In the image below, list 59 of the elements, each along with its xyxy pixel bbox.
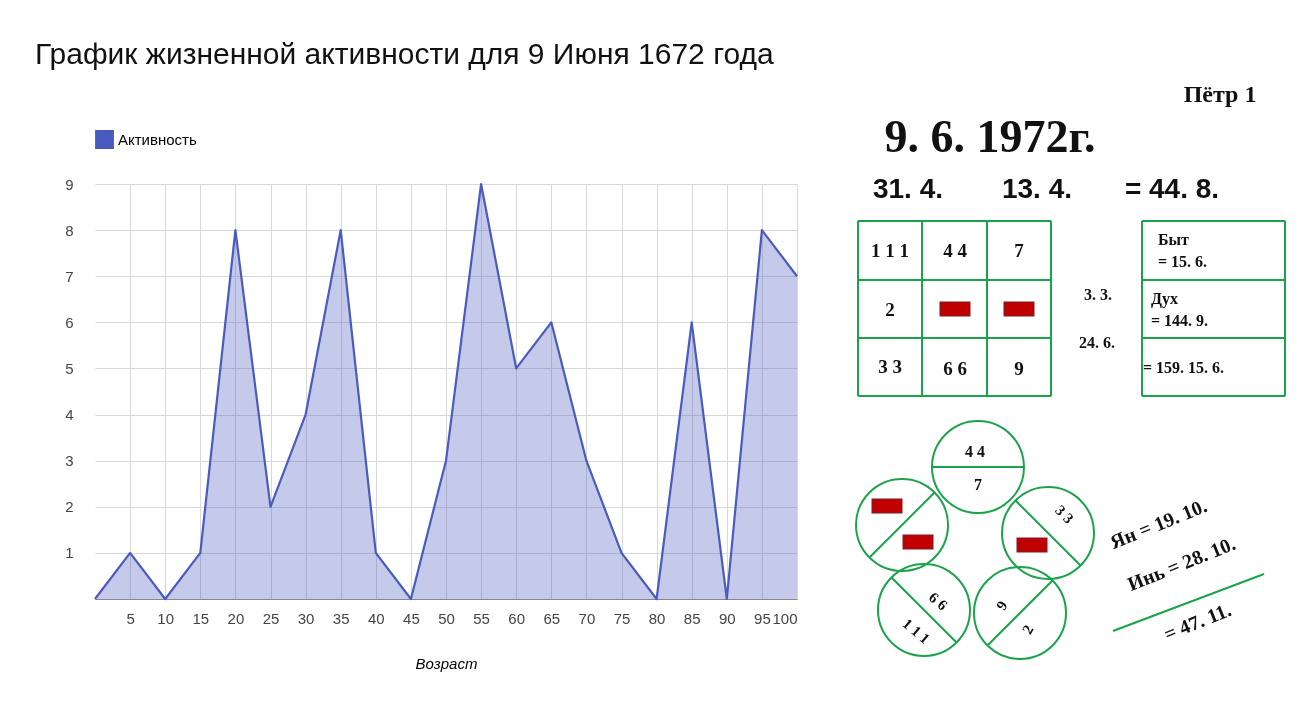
text: 13. 4. <box>1001 173 1073 204</box>
text: 1 1 1 <box>871 240 909 261</box>
text: = 159. 15. 6. <box>1143 359 1225 376</box>
text: 7 <box>974 476 982 493</box>
text: 9. 6. 1972г. <box>884 111 1096 162</box>
text: Пётр 1 <box>1183 81 1257 107</box>
text: 2 <box>1018 622 1037 637</box>
text: 3 3 <box>878 356 902 377</box>
text: = 47. 11. <box>1160 598 1235 645</box>
x-tick-label: 95 <box>754 609 771 627</box>
legend-label: Активность <box>118 130 197 148</box>
text: 1 1 1 <box>899 615 933 647</box>
text: = 44. 8. <box>1124 173 1220 204</box>
x-tick-label: 50 <box>438 609 455 627</box>
x-tick-label: 45 <box>403 609 420 627</box>
text: 9 <box>992 598 1011 613</box>
x-tick-label: 60 <box>508 609 526 627</box>
y-tick-label: 6 <box>65 313 74 331</box>
y-tick-label: 9 <box>65 175 74 193</box>
y-tick-label: 2 <box>65 498 74 516</box>
text: 3. 3. <box>1084 286 1112 303</box>
x-tick-label: 90 <box>718 609 736 627</box>
x-tick-label: 35 <box>332 609 350 627</box>
x-tick-label: 40 <box>367 609 385 627</box>
text: 2 <box>885 299 895 320</box>
x-tick-label: 70 <box>578 609 596 627</box>
text: = 15. 6. <box>1158 253 1208 270</box>
text: 4 4 <box>943 240 968 261</box>
x-tick-label: 85 <box>683 609 701 627</box>
x-tick-label: 65 <box>543 609 561 627</box>
text: 31. 4. <box>872 173 944 204</box>
text: 3 3 <box>1052 502 1077 527</box>
x-tick-label: 30 <box>297 609 315 627</box>
y-tick-label: 8 <box>65 221 74 239</box>
text: = 144. 9. <box>1151 312 1209 329</box>
text: 24. 6. <box>1079 334 1115 351</box>
y-tick-label: 5 <box>65 359 74 377</box>
x-tick-label: 80 <box>648 609 666 627</box>
text: Быт <box>1158 231 1190 248</box>
text: 4 4 <box>965 443 985 460</box>
y-tick-label: 4 <box>65 406 74 424</box>
x-tick-label: 25 <box>262 609 280 627</box>
x-tick-label: 75 <box>613 609 631 627</box>
chart-title: График жизненной активности для 9 Июня 1672 года <box>35 37 774 70</box>
text: Дух <box>1151 290 1179 308</box>
x-tick-label: 5 <box>126 609 135 627</box>
x-axis-title: Возраст <box>415 654 478 672</box>
text: 9 <box>1014 358 1024 379</box>
x-tick-label: 20 <box>227 609 245 627</box>
text: 7 <box>1014 240 1025 261</box>
y-tick-label: 1 <box>65 544 74 562</box>
x-tick-label: 100 <box>772 609 798 627</box>
y-tick-label: 7 <box>65 267 74 285</box>
x-tick-label: 55 <box>473 609 490 627</box>
y-tick-label: 3 <box>65 452 74 470</box>
text: 6 6 <box>925 589 951 614</box>
x-tick-label: 10 <box>157 609 175 627</box>
x-tick-label: 15 <box>192 609 210 627</box>
text: 6 6 <box>943 358 967 379</box>
